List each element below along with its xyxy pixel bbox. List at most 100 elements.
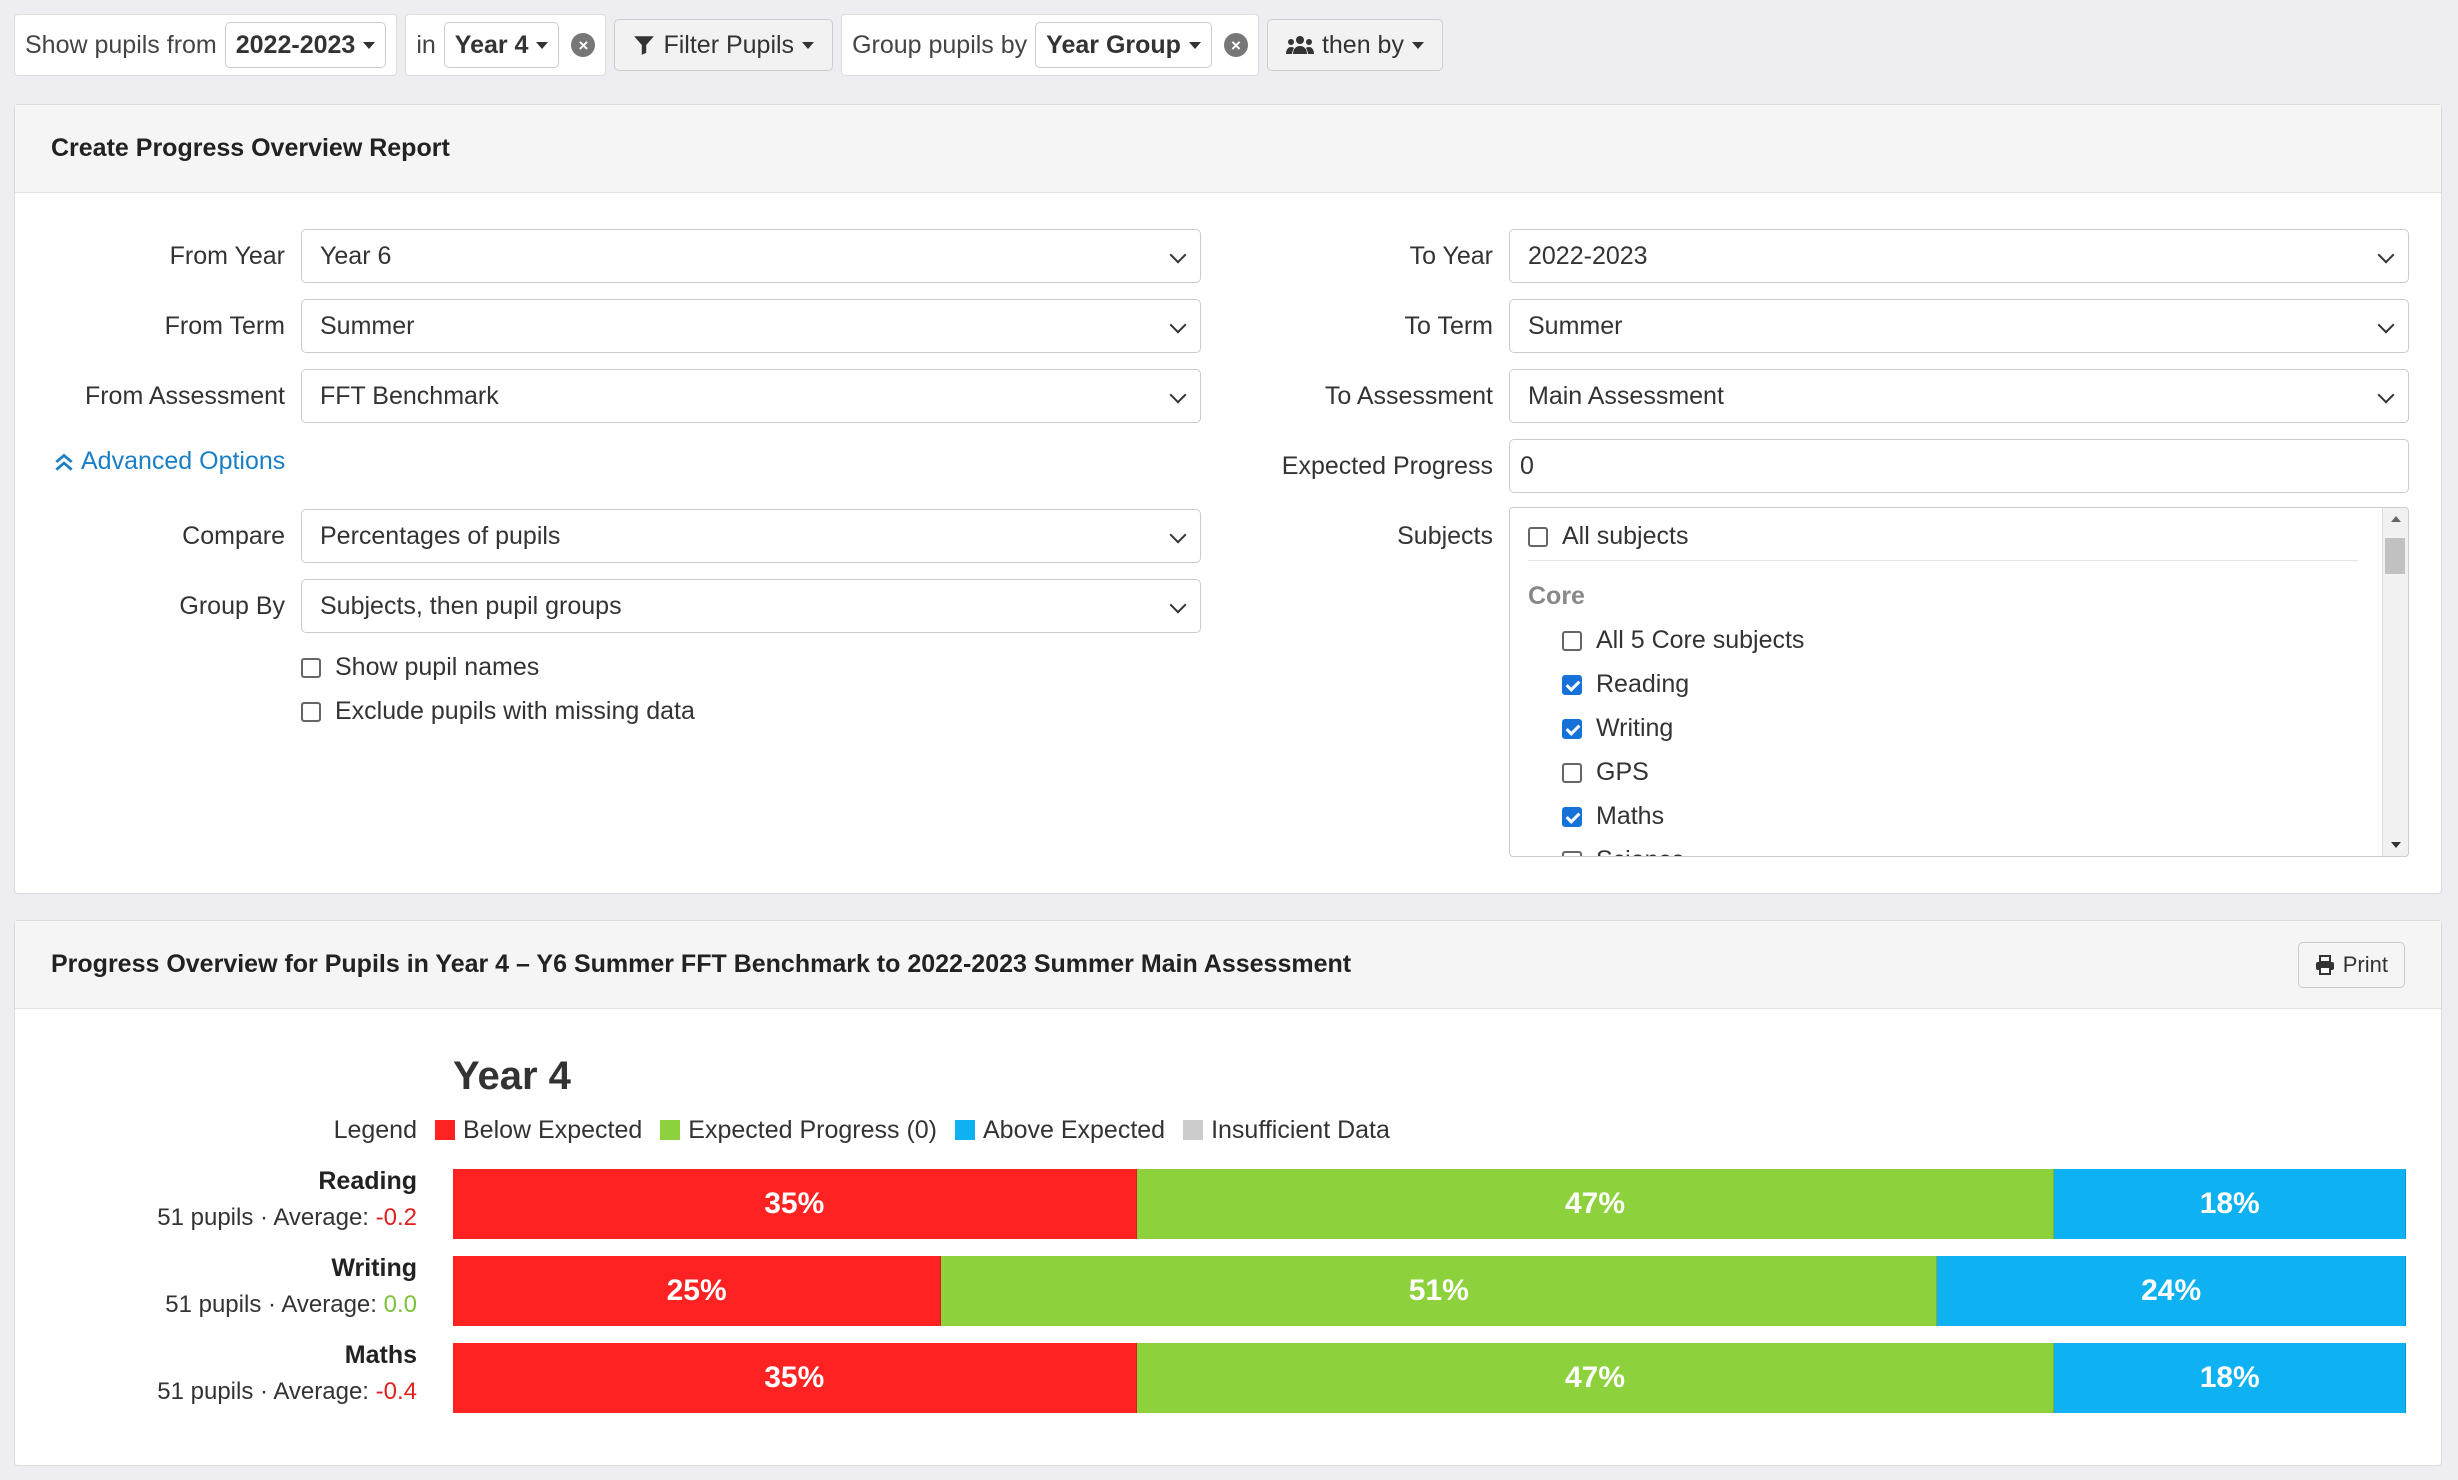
to-assessment-label: To Assessment <box>1324 381 1493 410</box>
chevron-down-icon <box>2377 386 2395 404</box>
from-year-select[interactable]: Year 6 <box>301 229 1201 283</box>
from-assessment-label: From Assessment <box>84 381 285 410</box>
from-year-value: Year 6 <box>320 241 392 270</box>
subject-label: All 5 Core subjects <box>1596 626 1805 654</box>
to-year-label: To Year <box>1409 241 1493 270</box>
bar-segment[interactable]: 47% <box>1136 1343 2055 1413</box>
from-assessment-select[interactable]: FFT Benchmark <box>301 369 1201 423</box>
double-chevron-up-icon <box>55 453 73 471</box>
to-assessment-select[interactable]: Main Assessment <box>1509 369 2409 423</box>
bar-segment[interactable]: 35% <box>453 1343 1137 1413</box>
subject-checkbox[interactable] <box>1562 762 1582 783</box>
from-term-select[interactable]: Summer <box>301 299 1201 353</box>
row-label: Reading 51 pupils · Average: -0.2 <box>15 1167 435 1232</box>
legend-entry: Below Expected <box>435 1116 642 1145</box>
caret-down-icon <box>802 41 815 49</box>
to-term-value: Summer <box>1528 311 1623 340</box>
compare-select[interactable]: Percentages of pupils <box>301 509 1201 563</box>
report-header: Progress Overview for Pupils in Year 4 –… <box>15 921 2441 1009</box>
scroll-down-icon[interactable] <box>2391 842 2401 848</box>
legend-swatch <box>1183 1120 1204 1140</box>
pupil-count: 51 pupils · Average: <box>157 1378 376 1405</box>
from-term-value: Summer <box>320 311 415 340</box>
subject-option-writing[interactable]: Writing <box>1562 714 1673 743</box>
expected-progress-row: Expected Progress 0 <box>1231 439 2409 493</box>
subject-option-gps[interactable]: GPS <box>1562 758 1649 787</box>
bar-segment[interactable]: 18% <box>2054 1343 2406 1413</box>
expected-progress-value: 0 <box>1520 451 1534 480</box>
print-label: Print <box>2342 951 2388 977</box>
bar-segment[interactable]: 24% <box>1937 1256 2406 1326</box>
group-by-filter: Group pupils by Year Group × <box>841 14 1259 76</box>
subject-checkbox[interactable] <box>1562 850 1582 856</box>
group-by-dropdown[interactable]: Year Group <box>1035 22 1212 68</box>
subject-option-maths[interactable]: Maths <box>1562 802 1664 831</box>
create-report-header: Create Progress Overview Report <box>15 105 2441 193</box>
show-names-option[interactable]: Show pupil names <box>301 653 539 682</box>
legend-label: Legend <box>333 1115 417 1144</box>
in-label: in <box>416 30 436 59</box>
subject-label: Reading <box>1596 670 1690 698</box>
academic-year-dropdown[interactable]: 2022-2023 <box>224 22 387 68</box>
subjects-scrollbar[interactable] <box>2382 508 2408 856</box>
users-icon <box>1285 36 1314 54</box>
chart-legend: Legend Below Expected Expected Progress … <box>15 1114 1408 1146</box>
stacked-bar: 25% 51% 24% <box>453 1256 2406 1326</box>
subjects-list[interactable]: All subjects Core All 5 Core subjects Re… <box>1509 507 2409 857</box>
subjects-divider <box>1528 560 2358 561</box>
bar-segment[interactable]: 51% <box>941 1256 1938 1326</box>
average-value: -0.2 <box>375 1204 417 1231</box>
from-assessment-row: From Assessment FFT Benchmark <box>31 369 1201 423</box>
to-term-label: To Term <box>1404 311 1493 340</box>
printer-icon <box>2315 954 2334 975</box>
subject-name: Writing <box>331 1254 417 1282</box>
caret-down-icon <box>1188 41 1201 49</box>
chevron-down-icon <box>1169 526 1187 544</box>
all-subjects-checkbox[interactable] <box>1528 526 1548 547</box>
filter-pupils-button[interactable]: Filter Pupils <box>614 19 834 71</box>
to-year-select[interactable]: 2022-2023 <box>1509 229 2409 283</box>
subject-name: Reading <box>318 1167 417 1195</box>
all-subjects-option[interactable]: All subjects <box>1528 522 1688 551</box>
subject-option-science[interactable]: Science <box>1562 846 1685 856</box>
exclude-missing-checkbox[interactable] <box>301 701 321 722</box>
then-by-button[interactable]: then by <box>1266 19 1443 71</box>
bar-segment[interactable]: 18% <box>2054 1169 2406 1239</box>
create-report-panel: Create Progress Overview Report From Yea… <box>14 104 2442 894</box>
bar-segment[interactable]: 47% <box>1136 1169 2055 1239</box>
bar-segment[interactable]: 35% <box>453 1169 1137 1239</box>
clear-group-icon[interactable]: × <box>1223 33 1248 57</box>
subjects-label: Subjects <box>1397 522 1493 550</box>
show-names-checkbox[interactable] <box>301 657 321 678</box>
exclude-missing-option[interactable]: Exclude pupils with missing data <box>301 697 695 726</box>
expected-progress-input[interactable]: 0 <box>1509 439 2409 493</box>
advanced-options-link[interactable]: Advanced Options <box>53 447 285 476</box>
subject-checkbox[interactable] <box>1562 806 1582 827</box>
bar-segment[interactable]: 25% <box>453 1256 942 1326</box>
subject-option-reading[interactable]: Reading <box>1562 670 1689 699</box>
subject-checkbox[interactable] <box>1562 630 1582 651</box>
to-assessment-row: To Assessment Main Assessment <box>1231 369 2409 423</box>
caret-down-icon <box>1411 41 1424 49</box>
from-year-row: From Year Year 6 <box>31 229 1201 283</box>
row-meta: 51 pupils · Average: -0.2 <box>15 1204 417 1232</box>
to-year-value: 2022-2023 <box>1528 241 1648 270</box>
core-heading-label: Core <box>1528 582 1585 610</box>
subject-checkbox[interactable] <box>1562 674 1582 695</box>
print-button[interactable]: Print <box>2297 941 2405 988</box>
year-group-dropdown[interactable]: Year 4 <box>443 22 560 68</box>
scroll-up-icon[interactable] <box>2391 516 2401 522</box>
year-filter: Show pupils from 2022-2023 <box>14 14 398 76</box>
filter-pupils-label: Filter Pupils <box>663 30 795 59</box>
group-by-select[interactable]: Subjects, then pupil groups <box>301 579 1201 633</box>
subject-checkbox[interactable] <box>1562 718 1582 739</box>
expected-progress-label: Expected Progress <box>1281 451 1493 480</box>
to-term-select[interactable]: Summer <box>1509 299 2409 353</box>
all-subjects-label: All subjects <box>1562 522 1689 550</box>
average-value: -0.4 <box>375 1378 417 1405</box>
legend-text: Above Expected <box>983 1115 1166 1144</box>
scrollbar-thumb[interactable] <box>2385 538 2405 574</box>
subject-option-all-core[interactable]: All 5 Core subjects <box>1562 626 1804 655</box>
row-label: Writing 51 pupils · Average: 0.0 <box>15 1254 435 1319</box>
clear-class-icon[interactable]: × <box>571 33 596 57</box>
